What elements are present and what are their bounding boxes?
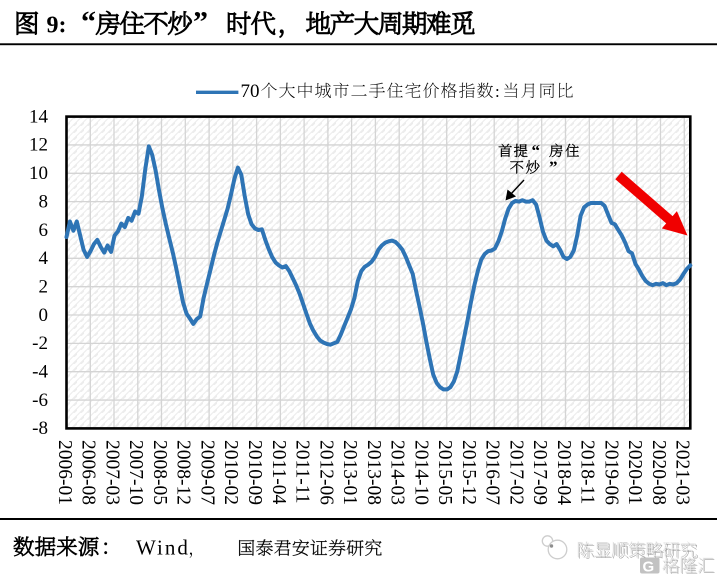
svg-text:2011-04: 2011-04 — [268, 440, 289, 505]
svg-text:“: “ — [532, 141, 541, 160]
svg-text:2: 2 — [39, 277, 49, 298]
svg-text:“: “ — [81, 6, 96, 39]
svg-text::: : — [495, 82, 500, 101]
svg-text:-8: -8 — [32, 418, 48, 439]
svg-text:6: 6 — [39, 220, 49, 241]
svg-text:10: 10 — [29, 163, 48, 184]
svg-text:2010-09: 2010-09 — [244, 440, 265, 505]
svg-text:-6: -6 — [32, 390, 48, 411]
svg-text:2021-03: 2021-03 — [672, 440, 693, 505]
svg-text:2019-06: 2019-06 — [600, 440, 621, 505]
svg-text:-4: -4 — [32, 362, 48, 383]
svg-text:12: 12 — [29, 135, 48, 156]
svg-text:4: 4 — [39, 248, 49, 269]
svg-text:2018-11: 2018-11 — [577, 440, 598, 504]
svg-text:Wind: Wind — [136, 536, 190, 560]
svg-text:2013-01: 2013-01 — [339, 440, 360, 505]
svg-text:2008-05: 2008-05 — [149, 440, 170, 505]
svg-text:2006-08: 2006-08 — [78, 440, 99, 505]
svg-text:2006-01: 2006-01 — [54, 440, 75, 505]
svg-text:2015-05: 2015-05 — [434, 440, 455, 505]
svg-text:2015-12: 2015-12 — [458, 440, 479, 505]
svg-text:G: G — [643, 559, 655, 576]
svg-text:2011-11: 2011-11 — [292, 440, 313, 504]
svg-text:9:: 9: — [47, 13, 67, 39]
svg-text:2012-06: 2012-06 — [315, 440, 336, 505]
svg-text:2014-03: 2014-03 — [387, 440, 408, 505]
svg-text:0: 0 — [39, 305, 49, 326]
svg-text:”: ” — [549, 158, 558, 177]
svg-text:2014-10: 2014-10 — [410, 440, 431, 505]
svg-text:2010-02: 2010-02 — [220, 440, 241, 505]
svg-text:14: 14 — [29, 106, 49, 127]
svg-text:2017-02: 2017-02 — [505, 440, 526, 505]
svg-text:2020-01: 2020-01 — [624, 440, 645, 505]
svg-text:2009-07: 2009-07 — [197, 440, 218, 505]
svg-text:2007-03: 2007-03 — [101, 440, 122, 505]
svg-text:2016-07: 2016-07 — [482, 440, 503, 505]
svg-text:2013-08: 2013-08 — [363, 440, 384, 505]
svg-text:70: 70 — [241, 81, 260, 102]
svg-text:2020-08: 2020-08 — [648, 440, 669, 505]
svg-text:2007-10: 2007-10 — [125, 440, 146, 505]
svg-text:”: ” — [193, 6, 208, 39]
svg-text:2018-04: 2018-04 — [553, 440, 574, 505]
svg-text:2017-09: 2017-09 — [529, 440, 550, 505]
svg-text:2008-12: 2008-12 — [173, 440, 194, 505]
svg-text:8: 8 — [39, 191, 49, 212]
svg-text:-2: -2 — [32, 333, 48, 354]
